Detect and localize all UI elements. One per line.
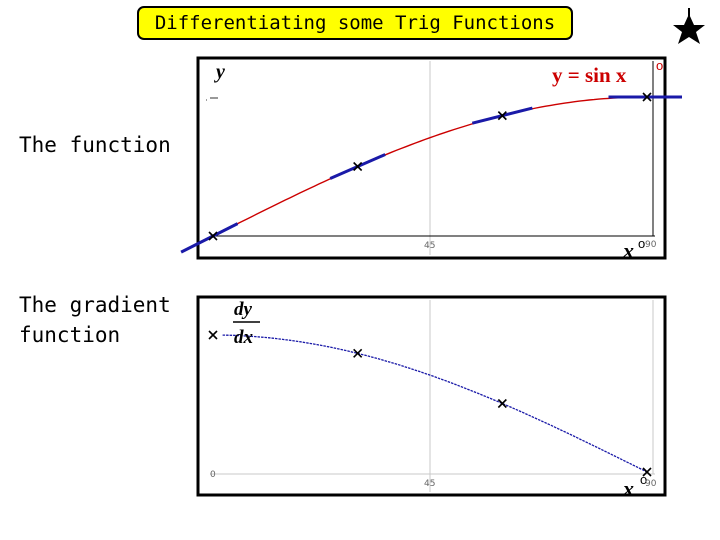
x-degree-mark: o [638, 236, 645, 251]
point-marker [642, 92, 652, 102]
function-graph: y y = sin x o x o 45 90 [180, 56, 682, 263]
slide-title: Differentiating some Trig Functions [137, 6, 573, 40]
tangent-line [180, 222, 239, 254]
x-tick-90: 90 [645, 479, 657, 489]
point-marker [353, 348, 363, 358]
function-graph-frame [196, 56, 667, 260]
sine-curve [212, 96, 647, 237]
x-axis-label: x [622, 476, 634, 501]
point-marker [497, 398, 507, 409]
x-tick-45: 45 [424, 479, 435, 489]
gradient-graph-frame [196, 295, 667, 497]
x-tick-45: 45 [424, 241, 435, 251]
star-nav-icon[interactable] [672, 8, 706, 48]
point-marker [353, 161, 363, 172]
label-the-function: The function [19, 133, 171, 157]
point-marker [208, 231, 218, 241]
marked-points [208, 330, 652, 477]
cosine-curve [222, 334, 648, 473]
origin-tick: 0 [210, 470, 216, 480]
dy-label: dy [234, 299, 253, 320]
curve-equation-label: y = sin x [552, 63, 627, 87]
curve-degree-mark: o [656, 58, 663, 73]
gradient-graph: dy dx x o 45 90 0 [196, 295, 667, 501]
x-axis-label: x [622, 238, 634, 263]
label-the-gradient-function: The gradient function [19, 293, 171, 347]
point-marker [497, 111, 507, 121]
x-degree-mark: o [640, 472, 647, 487]
marked-points [208, 92, 652, 241]
point-marker [642, 467, 652, 477]
x-tick-90: 90 [645, 240, 657, 250]
y-axis-label: y [214, 61, 225, 83]
dx-label: dx [234, 327, 254, 348]
point-marker [208, 330, 218, 340]
